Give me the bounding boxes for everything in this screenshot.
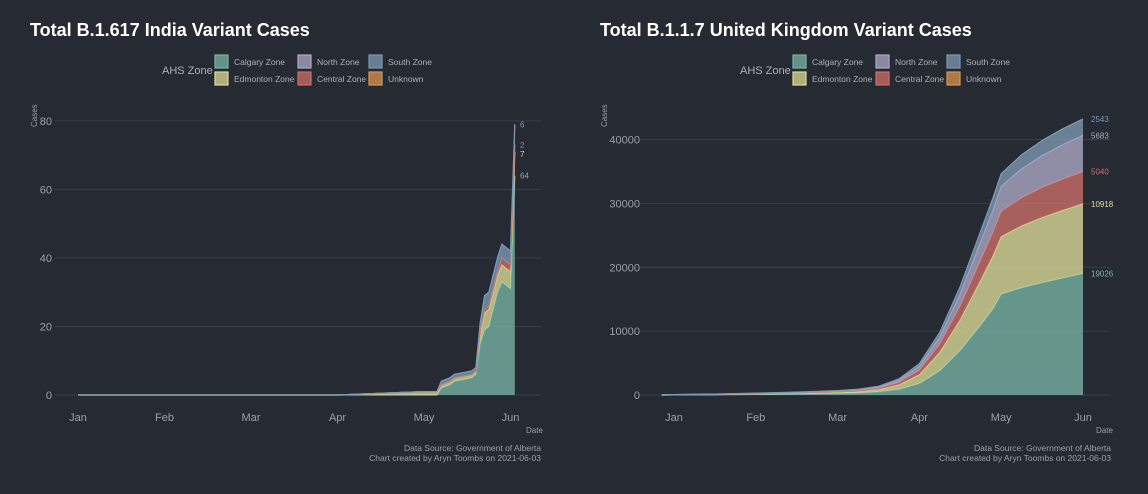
area-north-zone: [78, 145, 515, 395]
x-tick-label: Feb: [746, 412, 765, 424]
legend-swatch-edmonton-zone: [214, 71, 229, 86]
legend-label-edmonton-zone: Edmonton Zone: [234, 74, 295, 84]
x-tick-label: May: [414, 412, 435, 424]
legend-swatch-unknown: [368, 71, 383, 86]
legend-label-calgary-zone: Calgary Zone: [812, 57, 863, 67]
end-label-calgary-zone: 64: [520, 172, 529, 181]
x-tick-label: Mar: [828, 412, 847, 424]
source-line-2: Chart created by Aryn Toombs on 2021-06-…: [369, 453, 541, 463]
area-edmonton-zone: [78, 151, 515, 395]
legend-swatch-edmonton-zone: [792, 71, 807, 86]
x-tick-label: May: [991, 412, 1012, 424]
area-edge-edmonton-zone: [78, 151, 516, 396]
x-tick-label: Feb: [155, 412, 174, 424]
stacked-areas: [661, 118, 1084, 396]
y-tick-label: 40000: [609, 135, 640, 147]
legend: AHS Zone Calgary Zone North Zone South Zone…: [162, 54, 432, 86]
y-tick-label: 30000: [609, 198, 640, 210]
y-tick-label: 80: [40, 116, 52, 128]
area-north-zone: [661, 135, 1083, 396]
source-line-2: Chart created by Aryn Toombs on 2021-06-…: [939, 453, 1111, 463]
legend-title: AHS Zone: [162, 65, 213, 77]
legend-swatch-north-zone: [297, 54, 312, 69]
x-axis-title: Date: [526, 426, 543, 435]
end-label-south-zone: 6: [520, 120, 525, 129]
legend-label-central-zone: Central Zone: [895, 74, 944, 84]
legend-label-unknown: Unknown: [966, 74, 1002, 84]
area-south-zone: [661, 119, 1083, 395]
gridlines: [55, 120, 541, 396]
y-tick-label: 20: [40, 321, 52, 333]
legend-title: AHS Zone: [740, 65, 791, 77]
area-edge-central-zone: [78, 144, 516, 396]
end-label-central-zone: 2: [520, 141, 525, 150]
area-edge-south-zone: [78, 124, 516, 396]
stacked-areas: [78, 124, 516, 396]
legend-label-south-zone: South Zone: [388, 57, 432, 67]
legend-label-central-zone: Central Zone: [317, 74, 366, 84]
legend-swatch-north-zone: [875, 54, 890, 69]
area-south-zone: [78, 124, 515, 396]
legend-label-unknown: Unknown: [388, 74, 424, 84]
uk-variant-chart: Total B.1.1.7 United Kingdom Variant Cas…: [600, 20, 1114, 463]
x-tick-label: Jan: [69, 412, 87, 424]
x-tick-label: Mar: [242, 412, 261, 424]
india-variant-chart: Total B.1.617 India Variant Cases AHS Zo…: [30, 20, 543, 463]
legend-swatch-south-zone: [946, 54, 961, 69]
y-tick-label: 10000: [609, 326, 640, 338]
legend-label-edmonton-zone: Edmonton Zone: [812, 74, 873, 84]
legend: AHS Zone Calgary Zone North Zone South Zone…: [740, 54, 1010, 86]
chart-title: Total B.1.617 India Variant Cases: [30, 20, 310, 40]
legend-swatch-central-zone: [875, 71, 890, 86]
area-edmonton-zone: [661, 203, 1083, 395]
legend-swatch-calgary-zone: [792, 54, 807, 69]
end-label-edmonton-zone: 7: [520, 150, 525, 159]
area-calgary-zone: [661, 273, 1083, 395]
area-edge-calgary-zone: [78, 175, 516, 396]
area-central-zone: [661, 171, 1083, 395]
y-tick-label: 0: [46, 390, 52, 402]
end-label-edmonton-zone: 10918: [1091, 200, 1114, 209]
legend-swatch-unknown: [946, 71, 961, 86]
legend-label-north-zone: North Zone: [895, 57, 938, 67]
y-tick-label: 40: [40, 253, 52, 265]
area-edge-north-zone: [78, 145, 515, 395]
y-tick-label: 0: [634, 390, 640, 402]
legend-label-south-zone: South Zone: [966, 57, 1010, 67]
legend-swatch-south-zone: [368, 54, 383, 69]
x-tick-label: Apr: [911, 412, 928, 424]
area-central-zone: [78, 144, 515, 395]
source-line-1: Data Source: Government of Alberta: [974, 443, 1111, 453]
x-tick-label: Jan: [665, 412, 683, 424]
area-calgary-zone: [78, 175, 515, 395]
y-axis-title: Cases: [30, 104, 39, 127]
end-label-calgary-zone: 19026: [1091, 269, 1114, 278]
x-axis-title: Date: [1096, 426, 1113, 435]
y-tick-label: 60: [40, 184, 52, 196]
chart-title: Total B.1.1.7 United Kingdom Variant Cas…: [600, 20, 972, 40]
y-axis-title: Cases: [600, 104, 609, 127]
x-tick-label: Apr: [329, 412, 346, 424]
legend-swatch-central-zone: [297, 71, 312, 86]
y-tick-label: 20000: [609, 262, 640, 274]
end-label-central-zone: 5040: [1091, 168, 1109, 177]
end-label-south-zone: 2543: [1091, 115, 1109, 124]
end-label-north-zone: 5683: [1091, 131, 1109, 140]
area-edge-unknown: [78, 124, 515, 395]
source-line-1: Data Source: Government of Alberta: [404, 443, 541, 453]
legend-swatch-calgary-zone: [214, 54, 229, 69]
legend-label-calgary-zone: Calgary Zone: [234, 57, 285, 67]
area-edge-south-zone: [661, 118, 1084, 396]
legend-label-north-zone: North Zone: [317, 57, 360, 67]
x-tick-label: Jun: [502, 412, 520, 424]
area-unknown: [78, 124, 515, 395]
x-tick-label: Jun: [1074, 412, 1092, 424]
